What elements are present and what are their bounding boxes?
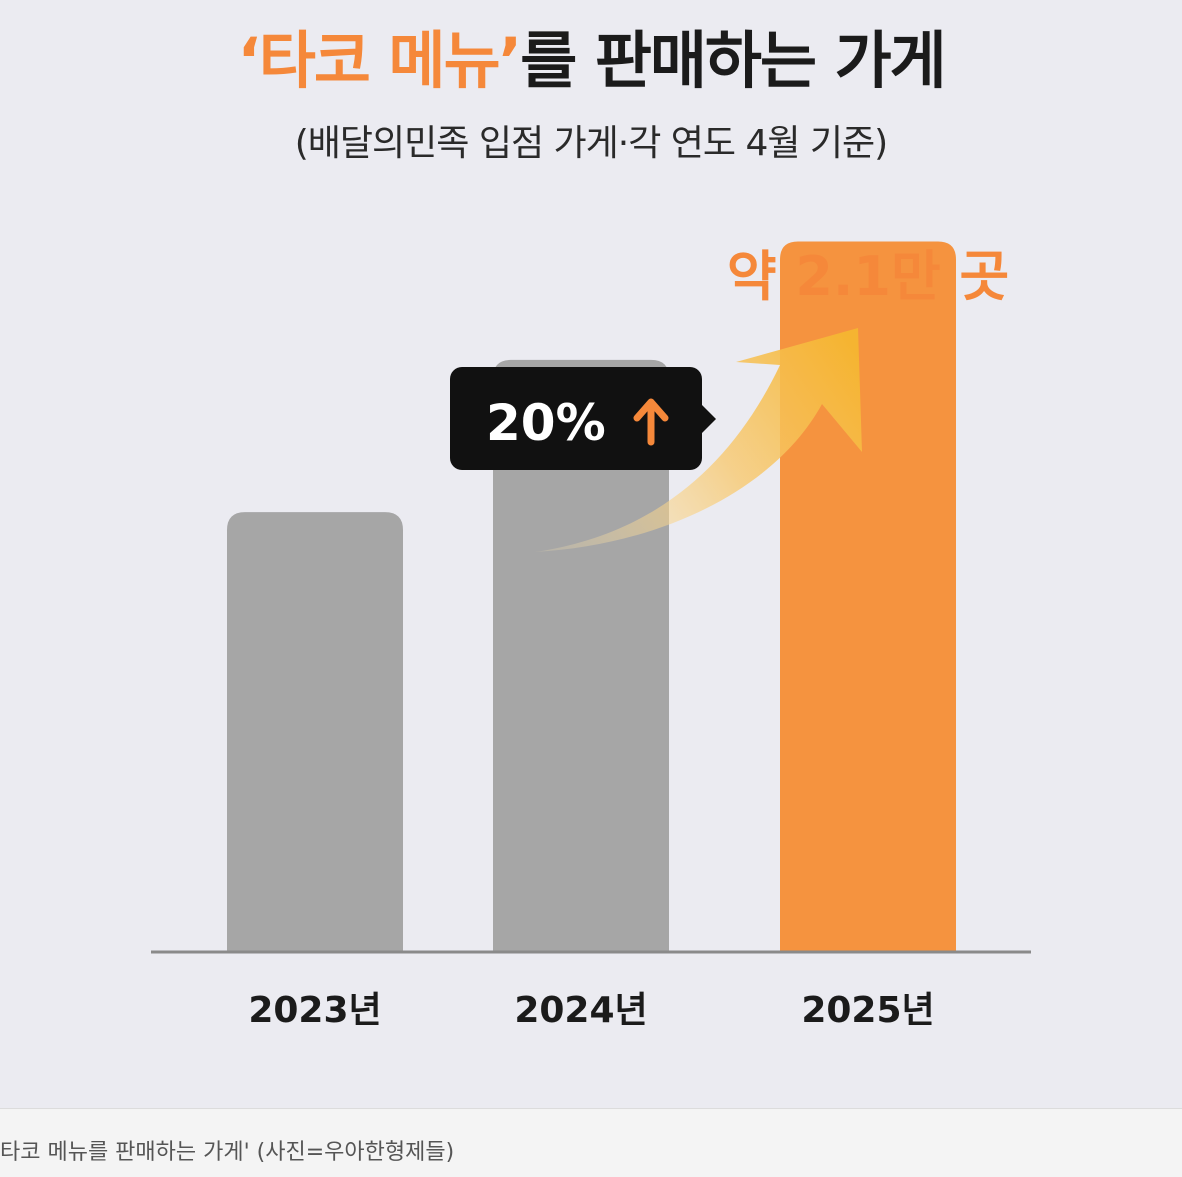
chart-subtitle: (배달의민족 입점 가게·각 연도 4월 기준) xyxy=(294,123,888,164)
title-highlight: ‘타코 메뉴’ xyxy=(237,24,522,97)
caption-bar xyxy=(0,1108,1182,1177)
chart-figure: ‘타코 메뉴’를 판매하는 가게 (배달의민족 입점 가게·각 연도 4월 기준… xyxy=(0,10,1182,1031)
growth-badge: 20% xyxy=(450,367,716,470)
image-caption: 타코 메뉴를 판매하는 가게' (사진=우아한형제들) xyxy=(0,1140,455,1165)
bar-0 xyxy=(227,512,403,952)
title-rest: 를 판매하는 가게 xyxy=(520,24,946,97)
bar-1 xyxy=(493,359,669,953)
x-tick-label: 2025년 xyxy=(801,990,934,1031)
arrow-up-icon xyxy=(633,398,669,446)
chart-title: ‘타코 메뉴’를 판매하는 가게 xyxy=(0,10,1182,100)
growth-arrow xyxy=(535,328,862,552)
bar-chart: 2023년 2024년 2025년 약 2.1만 곳 20% xyxy=(151,241,1031,1031)
x-tick-label: 2024년 xyxy=(514,990,647,1031)
x-tick-label: 2023년 xyxy=(248,990,381,1031)
bar-2 xyxy=(780,241,956,952)
growth-label: 20% xyxy=(486,394,606,452)
value-label: 약 2.1만 곳 xyxy=(727,245,1009,308)
